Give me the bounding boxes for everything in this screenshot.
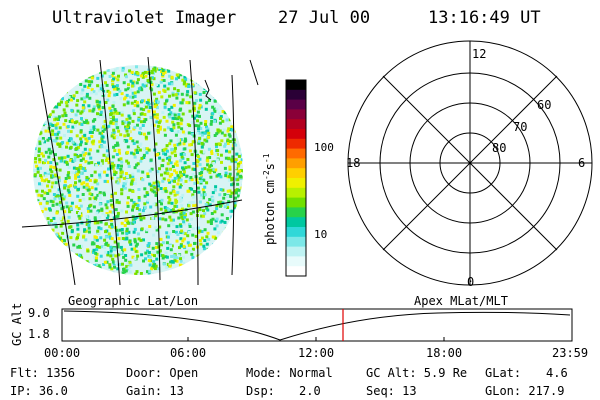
colorbar-band bbox=[286, 99, 306, 110]
mlt-label-0: 0 bbox=[467, 275, 475, 289]
mlat-label-80: 80 bbox=[492, 141, 507, 155]
colorbar-band bbox=[286, 109, 306, 120]
mode-value: Mode: Normal bbox=[246, 366, 333, 380]
mlat-label-70: 70 bbox=[513, 120, 528, 134]
door-status: Door: Open bbox=[126, 366, 199, 380]
gc-alt-tick-min: 1.8 bbox=[28, 327, 50, 341]
mlt-label-6: 6 bbox=[578, 156, 586, 170]
colorbar bbox=[285, 79, 307, 277]
colorbar-band bbox=[286, 236, 306, 248]
glat-value: 4.6 bbox=[546, 366, 568, 380]
time-tick-1800: 18:00 bbox=[426, 346, 463, 360]
colorbar-tick-100: 100 bbox=[314, 141, 334, 154]
time-tick-0000: 00:00 bbox=[44, 346, 81, 360]
colorbar-unit-label: photon cm-2s-1 bbox=[262, 153, 277, 245]
apex-mlat-mlt-title: Apex MLat/MLT bbox=[414, 294, 508, 308]
colorbar-band bbox=[286, 266, 306, 277]
colorbar-band bbox=[286, 197, 306, 208]
colorbar-band bbox=[286, 178, 306, 189]
colorbar-tick-10: 10 bbox=[314, 228, 328, 241]
colorbar-band bbox=[286, 158, 306, 169]
geographic-latlon-title: Geographic Lat/Lon bbox=[68, 294, 199, 308]
colorbar-band bbox=[286, 148, 306, 159]
auroral-emission-pixels bbox=[33, 65, 243, 275]
colorbar-band bbox=[286, 217, 306, 228]
colorbar-band bbox=[286, 138, 306, 150]
colorbar-band bbox=[286, 80, 306, 91]
colorbar-band bbox=[286, 256, 306, 267]
flight-number: Flt: 1356 bbox=[10, 366, 76, 380]
time-tick-0600: 06:00 bbox=[170, 346, 207, 360]
date-label: 27 Jul 00 bbox=[278, 8, 371, 28]
mlt-label-18: 18 bbox=[346, 156, 361, 170]
dsp-value: 2.0 bbox=[299, 384, 321, 398]
time-label: 13:16:49 UT bbox=[428, 8, 541, 28]
gc-alt-axis-label: GC Alt bbox=[10, 302, 24, 346]
colorbar-band bbox=[286, 246, 306, 257]
colorbar-band bbox=[286, 187, 306, 199]
sequence-number: Seq: 13 bbox=[366, 384, 417, 398]
gain-value: Gain: 13 bbox=[126, 384, 184, 398]
colorbar-band bbox=[286, 119, 306, 130]
colorbar-band bbox=[286, 207, 306, 218]
polar-mlat-mlt-plot bbox=[347, 40, 593, 286]
colorbar-band bbox=[286, 168, 306, 179]
altitude-curve bbox=[63, 310, 571, 341]
glon-value: GLon: 217.9 bbox=[485, 384, 565, 398]
gc-altitude: GC Alt: 5.9 Re bbox=[366, 366, 468, 380]
time-tick-1200: 12:00 bbox=[298, 346, 335, 360]
instrument-title: Ultraviolet Imager bbox=[52, 8, 237, 28]
geographic-grid bbox=[21, 56, 259, 285]
colorbar-band bbox=[286, 227, 306, 238]
ip-value: IP: 36.0 bbox=[10, 384, 68, 398]
mlat-label-60: 60 bbox=[537, 98, 552, 112]
colorbar-band bbox=[286, 89, 306, 101]
dsp-label: Dsp: bbox=[246, 384, 275, 398]
mlt-label-12: 12 bbox=[472, 47, 487, 61]
glat-label: GLat: bbox=[485, 366, 522, 380]
time-tick-2359: 23:59 bbox=[552, 346, 589, 360]
altitude-timeline bbox=[61, 308, 573, 342]
gc-alt-tick-max: 9.0 bbox=[28, 306, 50, 320]
uv-image-panel bbox=[21, 56, 259, 285]
colorbar-band bbox=[286, 129, 306, 140]
